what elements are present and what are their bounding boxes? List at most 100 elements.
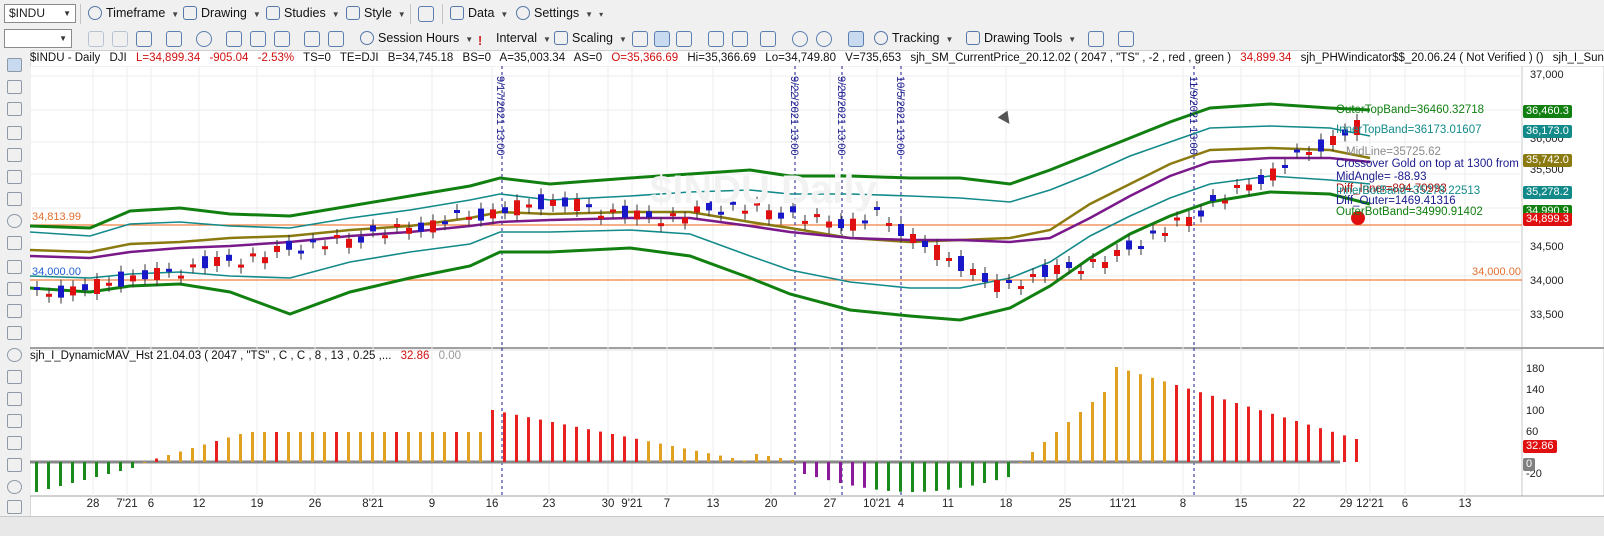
study-current-price[interactable]: sjh_SM_CurrentPrice_20.12.02 ( 2047 , "T… <box>910 52 1232 64</box>
volume-icon[interactable] <box>708 31 724 47</box>
triangle-tool-icon[interactable] <box>7 458 22 472</box>
measure-tool-icon[interactable] <box>7 392 22 406</box>
compass-icon[interactable] <box>196 31 212 47</box>
ellipse-tool-icon[interactable] <box>7 480 22 494</box>
cross-icon[interactable] <box>274 31 290 47</box>
studies-menu[interactable]: Studies ▼ <box>266 3 340 24</box>
histogram-bar <box>1115 367 1118 462</box>
x-axis-label: 4 <box>897 498 905 510</box>
histogram-bar <box>119 462 122 471</box>
scaling-menu[interactable]: Scaling ▼ <box>554 28 627 49</box>
study-sunny-bands[interactable]: sjh_I_SunnyBa... <box>1552 52 1604 64</box>
candle-body <box>790 206 796 213</box>
channel-tool-icon[interactable] <box>7 170 22 184</box>
histogram-bar <box>1019 462 1022 463</box>
split-icon[interactable] <box>760 31 776 47</box>
interval-label: Interval <box>496 31 537 45</box>
x-axis-label: 6 <box>147 498 155 510</box>
candle-body <box>562 197 568 207</box>
link-icon[interactable] <box>112 31 128 47</box>
rectangle-tool-icon[interactable] <box>7 500 22 514</box>
sub-indicator-label[interactable]: sjh_I_DynamicMAV_Hst 21.04.03 ( 2047 , "… <box>30 349 461 363</box>
histogram-bar <box>359 432 362 462</box>
settings-small-icon[interactable] <box>304 31 320 47</box>
candle-body <box>226 254 232 261</box>
zoom-out-icon[interactable] <box>816 31 832 47</box>
zoom-icon[interactable] <box>166 31 182 47</box>
candle-body <box>514 200 520 216</box>
hollow-candle-icon[interactable] <box>676 31 692 47</box>
arrow-down-tool-icon[interactable] <box>7 414 22 428</box>
levels-tool-icon[interactable] <box>7 370 22 384</box>
session-hours-menu[interactable]: Session Hours ▼ <box>360 28 473 49</box>
grid-icon[interactable] <box>136 31 152 47</box>
quick-combo[interactable]: ▼ <box>4 29 72 48</box>
refresh-icon[interactable] <box>88 31 104 47</box>
picture2-icon[interactable] <box>250 31 266 47</box>
crosshair-tool-icon[interactable] <box>7 80 22 94</box>
histogram-bar <box>707 453 710 462</box>
data-menu[interactable]: Data ▼ <box>450 3 508 24</box>
line-tool-icon[interactable] <box>7 102 22 116</box>
outer-top-price-tag: 36,460.3 <box>1523 105 1572 118</box>
histogram-bar <box>995 462 998 481</box>
picture-icon[interactable] <box>226 31 242 47</box>
sub-axis-label: 140 <box>1526 384 1545 396</box>
candle-body <box>1162 233 1168 236</box>
candle-body <box>1018 286 1024 289</box>
timeframe-menu[interactable]: Timeframe ▼ <box>88 3 179 24</box>
pointer-icon[interactable] <box>7 58 22 72</box>
chevron-down-icon: ▼ <box>500 10 509 19</box>
tracking-menu[interactable]: Tracking ▼ <box>874 28 953 49</box>
x-axis-label: 29 <box>1339 498 1353 510</box>
candle-body <box>118 271 124 287</box>
trendline-icon[interactable] <box>1088 31 1104 47</box>
table-tool-icon[interactable] <box>7 304 22 318</box>
fib-tool-icon[interactable] <box>7 192 22 206</box>
list-tool-icon[interactable] <box>7 326 22 340</box>
purple-line <box>30 156 1371 260</box>
hline-tool-icon[interactable] <box>7 148 22 162</box>
histogram-bar <box>695 450 698 462</box>
x-axis-label: 15 <box>1234 498 1248 510</box>
ray-tool-icon[interactable] <box>7 126 22 140</box>
candle-body <box>1030 274 1036 277</box>
vline-tool-icon[interactable] <box>7 260 22 274</box>
candle-chart-icon[interactable] <box>654 31 670 47</box>
layout-icon[interactable] <box>418 6 434 22</box>
symbol-combo[interactable]: $INDU ▼ <box>4 4 76 23</box>
pitchfork-tool-icon[interactable] <box>7 236 22 250</box>
gann-tool-icon[interactable] <box>7 214 22 228</box>
crosshair-icon[interactable] <box>848 31 864 47</box>
arrow-up-tool-icon[interactable] <box>7 436 22 450</box>
grid-tool-icon[interactable] <box>7 282 22 296</box>
candle-body <box>1318 139 1324 152</box>
histogram-bar <box>443 432 446 462</box>
x-axis-label: 11 <box>942 498 954 510</box>
study-phw-indicator[interactable]: sjh_PHWindicator$$_20.06.24 ( Not Verifi… <box>1300 52 1544 64</box>
gear2-icon[interactable] <box>328 31 344 47</box>
spiral-tool-icon[interactable] <box>7 348 22 362</box>
candle-body <box>610 209 616 213</box>
style-menu[interactable]: Style ▼ <box>346 3 406 24</box>
session-icon <box>360 31 374 45</box>
candle-body <box>1114 250 1120 256</box>
histogram-bar <box>1007 462 1010 478</box>
candle-body <box>598 215 604 219</box>
interval-menu[interactable]: ! Interval ▼ <box>478 28 551 49</box>
price-axis-label: 34,500 <box>1530 241 1564 253</box>
candle-body <box>1234 185 1240 188</box>
alert-icon[interactable] <box>1118 31 1134 47</box>
settings-menu[interactable]: Settings ▼ ▾ <box>516 3 603 24</box>
drawing-menu[interactable]: Drawing ▼ <box>183 3 261 24</box>
zoom-in-icon[interactable] <box>792 31 808 47</box>
bar-chart-icon[interactable] <box>632 31 648 47</box>
price-chart[interactable] <box>30 66 1604 516</box>
histogram-bar <box>287 432 290 462</box>
drawing-tools-menu[interactable]: Drawing Tools ▼ <box>966 28 1076 49</box>
histogram-bar <box>971 462 974 486</box>
data-label: Data <box>468 6 495 20</box>
outer-top-band-annotation: OuterTopBand=36460.32718 <box>1336 104 1485 116</box>
info-as: AS=0 <box>573 52 603 64</box>
bars-icon[interactable] <box>732 31 748 47</box>
